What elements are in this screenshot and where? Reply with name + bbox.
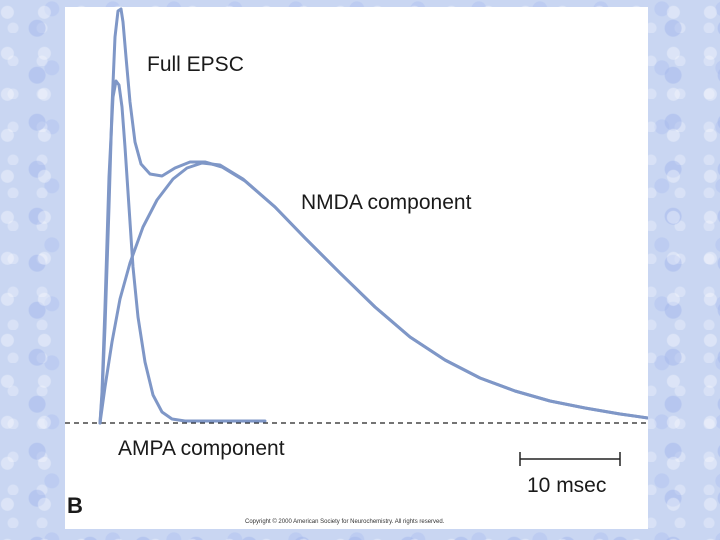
- scale-bar-label: 10 msec: [527, 474, 607, 497]
- panel-letter: B: [67, 493, 83, 518]
- scale-bar: [519, 452, 621, 466]
- figure-panel: Full EPSC NMDA component AMPA component …: [65, 7, 648, 529]
- ampa-component-trace: [98, 79, 267, 425]
- nmda-component-trace: [98, 161, 648, 425]
- ampa-component-label: AMPA component: [118, 437, 285, 460]
- epsc-diagram: [65, 7, 648, 466]
- full-epsc-label: Full EPSC: [147, 53, 244, 76]
- copyright-notice: Copyright © 2000 American Society for Ne…: [245, 519, 445, 525]
- nmda-component-label: NMDA component: [301, 191, 472, 214]
